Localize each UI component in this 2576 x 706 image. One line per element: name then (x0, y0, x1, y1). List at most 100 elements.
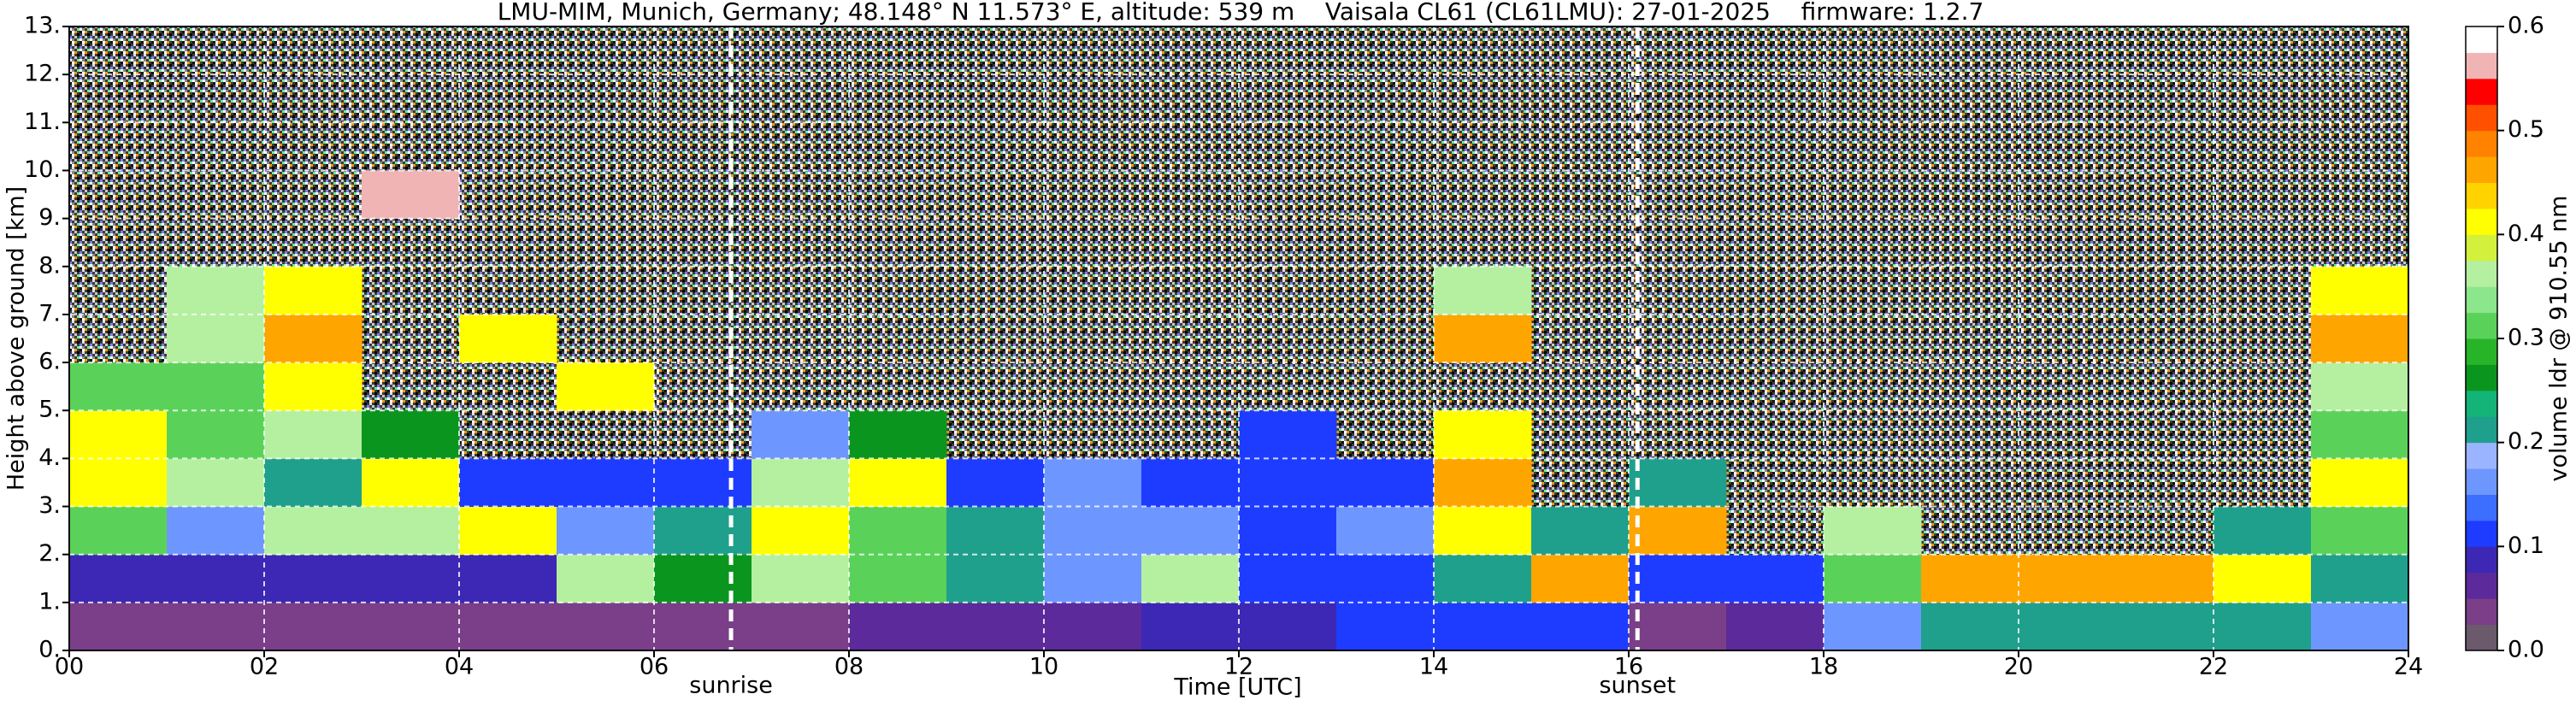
heatmap-cell (2311, 458, 2409, 508)
plot-frame (68, 26, 2409, 651)
colorbar-segment (2466, 468, 2497, 495)
colorbar-tick-label: 0.5 (2508, 116, 2544, 143)
heatmap-cell (2311, 602, 2409, 651)
heatmap-cell (752, 602, 850, 651)
heatmap-cell (167, 266, 265, 315)
heatmap-cell (1824, 602, 1922, 651)
colorbar-tick-label: 0.3 (2508, 325, 2544, 351)
heatmap-cell (1629, 458, 1727, 508)
heatmap-cell (1239, 554, 1337, 603)
y-tick-label: 0. (38, 637, 61, 663)
x-tick-label: 14 (1419, 654, 1448, 680)
y-tick-label: 7. (38, 300, 61, 327)
heatmap-cell (2019, 554, 2117, 603)
heatmap-cell (1044, 554, 1142, 603)
y-tick-label: 1. (38, 588, 61, 615)
heatmap-cell (849, 602, 947, 651)
heatmap-cell (946, 458, 1045, 508)
colorbar-segment (2466, 26, 2497, 53)
heatmap-cell (362, 170, 460, 220)
heatmap-cell (264, 458, 363, 508)
heatmap-cell (1044, 506, 1142, 556)
heatmap-cell (459, 554, 557, 603)
colorbar-segment (2466, 338, 2497, 365)
colorbar-tick-label: 0.6 (2508, 13, 2544, 39)
heatmap-cell (459, 602, 557, 651)
colorbar-tick-label: 0.2 (2508, 428, 2544, 455)
x-tick-label: 16 (1614, 654, 1643, 680)
y-tick-label: 8. (38, 252, 61, 279)
colorbar-segment (2466, 208, 2497, 235)
heatmap-cell (1044, 458, 1142, 508)
colorbar-segment (2466, 546, 2497, 574)
heatmap-cell (459, 314, 557, 363)
heatmap-cell (2116, 602, 2214, 651)
heatmap-cell (557, 506, 655, 556)
colorbar-tick-label: 0.4 (2508, 221, 2544, 247)
colorbar-tick-label: 0.1 (2508, 532, 2544, 559)
colorbar-segment (2466, 182, 2497, 209)
y-tick-label: 4. (38, 444, 61, 471)
heatmap-cell (167, 554, 265, 603)
heatmap-cell (1141, 602, 1240, 651)
heatmap-cell (1336, 506, 1435, 556)
heatmap-cell (1434, 458, 1532, 508)
heatmap-cell (362, 506, 460, 556)
colorbar-segment (2466, 442, 2497, 469)
x-tick-label: 18 (1809, 654, 1838, 680)
heatmap-cell (1434, 554, 1532, 603)
colorbar-segment (2466, 520, 2497, 547)
heatmap-cell (1434, 314, 1532, 363)
heatmap-cell (1434, 506, 1532, 556)
heatmap-cell (69, 458, 168, 508)
heatmap-cell (264, 602, 363, 651)
heatmap-cell (2311, 506, 2409, 556)
heatmap-cell (2311, 554, 2409, 603)
annotation-label: sunset (1599, 673, 1676, 699)
heatmap-cell (1141, 506, 1240, 556)
heatmap-cell (1531, 602, 1630, 651)
heatmap-cell (557, 602, 655, 651)
heatmap-cell (1239, 458, 1337, 508)
heatmap-cell (264, 554, 363, 603)
y-tick-label: 5. (38, 397, 61, 423)
heatmap-cell (1921, 554, 2019, 603)
colorbar-segment (2466, 416, 2497, 444)
heatmap-cell (459, 458, 557, 508)
y-tick-label: 11. (24, 109, 61, 135)
heatmap-cell (2213, 602, 2312, 651)
heatmap-cell (362, 554, 460, 603)
colorbar-segment (2466, 494, 2497, 521)
heatmap-cell (1824, 506, 1922, 556)
y-axis-label: Height above ground [km] (3, 186, 30, 491)
heatmap-cell (69, 554, 168, 603)
x-tick-label: 20 (2004, 654, 2033, 680)
x-tick-label: 22 (2199, 654, 2228, 680)
heatmap-cell (167, 410, 265, 459)
heatmap-cell (1434, 410, 1532, 459)
heatmap-cell (362, 410, 460, 459)
colorbar-segment (2466, 130, 2497, 157)
colorbar-segment (2466, 390, 2497, 417)
colorbar-tick-label: 0.0 (2508, 637, 2544, 663)
heatmap-cell (1336, 458, 1435, 508)
heatmap-cell (2311, 410, 2409, 459)
colorbar-segment (2466, 598, 2497, 626)
y-tick-label: 9. (38, 204, 61, 231)
heatmap-cell (2213, 506, 2312, 556)
y-tick-label: 6. (38, 349, 61, 375)
heatmap-cell (459, 506, 557, 556)
heatmap-cell (167, 362, 265, 411)
heatmap-cell (1726, 554, 1824, 603)
heatmap-cell (849, 506, 947, 556)
y-tick-label: 2. (38, 540, 61, 567)
heatmap-cell (1531, 554, 1630, 603)
heatmap-cell (2311, 314, 2409, 363)
heatmap-cell (849, 554, 947, 603)
heatmap-cell (1726, 602, 1824, 651)
heatmap-cell (752, 506, 850, 556)
heatmap-cell (69, 362, 168, 411)
heatmap-cell (1239, 602, 1337, 651)
colorbar-segment (2466, 286, 2497, 314)
